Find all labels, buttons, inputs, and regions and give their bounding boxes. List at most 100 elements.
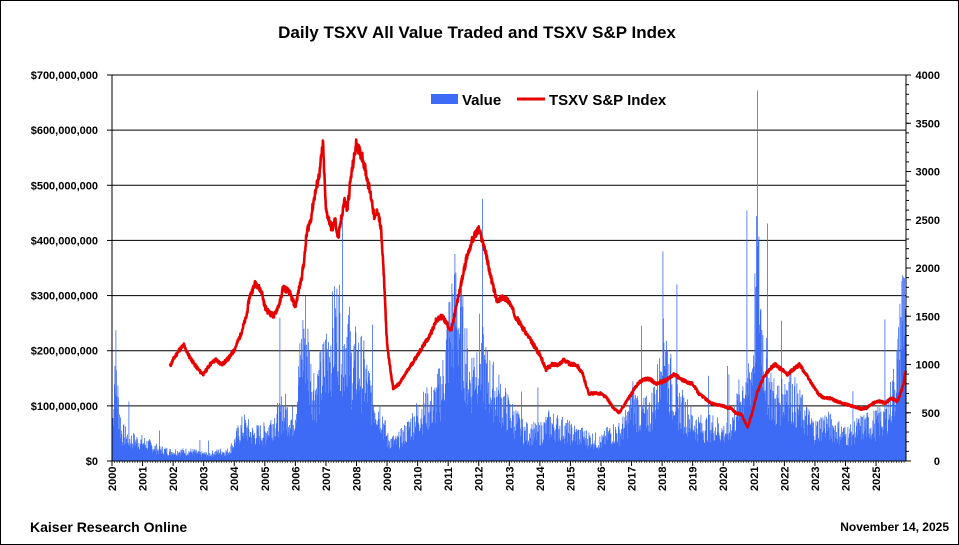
value-bar [345,348,347,461]
value-bar [520,436,521,461]
value-bar [257,425,259,461]
value-bar [386,435,388,461]
value-bar [785,405,786,461]
value-bar [280,411,282,461]
value-bar [207,454,208,461]
value-bar [220,448,221,461]
value-bar [784,384,786,461]
value-bar [422,424,424,461]
value-bar [458,365,459,461]
value-bar [584,430,586,461]
value-bar [739,402,741,461]
value-bar [861,416,863,461]
value-bar [283,405,285,461]
value-bar [365,368,367,461]
value-bar [117,409,118,461]
value-bar [142,443,144,461]
value-bar [352,383,354,461]
value-bar [837,442,838,461]
value-bar [785,394,787,461]
x-tick-label: 2000 [107,467,119,491]
value-bar [288,432,290,461]
value-bar [493,422,495,461]
value-bar [367,402,369,461]
value-bar [357,351,358,461]
value-bar [789,374,791,461]
value-bar [662,251,664,461]
value-bar [529,433,530,461]
value-bar [562,439,564,461]
value-bar [860,425,861,461]
value-bar [428,412,430,461]
value-bar [700,414,702,461]
value-bar [142,445,143,461]
value-bar [244,414,245,461]
value-bar [695,439,696,461]
value-bar [809,411,810,461]
value-bar [771,382,773,461]
value-bar [381,433,383,461]
value-bar [859,430,861,461]
value-bar [767,223,768,461]
value-bar [486,362,488,461]
value-bar [186,455,188,461]
value-bar [290,428,291,461]
value-bar [784,415,785,461]
value-bar [418,422,419,461]
value-bar [725,433,726,461]
value-bar [789,408,790,461]
value-bar [162,452,164,461]
value-bar [645,397,646,461]
footer-source: Kaiser Research Online [30,519,187,535]
value-bar [550,417,551,461]
value-bar [882,436,884,461]
legend-label-index: TSXV S&P Index [549,92,667,109]
value-bar [797,393,799,461]
value-bar [476,352,478,461]
x-tick-label: 2019 [688,467,700,491]
value-bar [684,427,686,461]
value-bar [174,454,175,461]
value-bar [782,394,783,461]
value-bar [313,372,315,461]
value-bar [564,425,566,461]
value-bar [358,342,359,461]
value-bar [703,430,705,461]
value-bar [468,393,470,461]
x-tick-label: 2012 [474,467,486,491]
value-bar [796,383,798,461]
value-bar [764,379,766,461]
value-bar [139,449,141,461]
value-bar [169,451,170,461]
value-bar [865,428,866,461]
value-bar [236,431,237,461]
value-bar [460,307,462,461]
value-bar [779,405,780,461]
value-bar [613,442,615,461]
value-bar [714,440,715,461]
value-bar [628,410,629,461]
value-bar [846,445,847,461]
value-bar [842,437,844,461]
value-bar [885,408,887,461]
value-bar [723,439,724,461]
value-bar [778,385,780,461]
value-bar [446,329,448,461]
value-bar [839,444,840,461]
value-bar [358,381,360,461]
value-bar [226,451,228,461]
value-bar [885,419,886,461]
value-bar [364,359,365,461]
value-bar [762,386,763,461]
value-bar [292,406,293,461]
value-bar [350,356,352,461]
value-bar [539,445,541,461]
value-bar [832,442,834,461]
value-bar [511,421,513,461]
value-bar [901,280,903,461]
value-bar [782,416,784,461]
value-bar [423,391,424,461]
value-bar [340,390,341,461]
value-bar [374,422,375,461]
value-bar [626,415,628,461]
